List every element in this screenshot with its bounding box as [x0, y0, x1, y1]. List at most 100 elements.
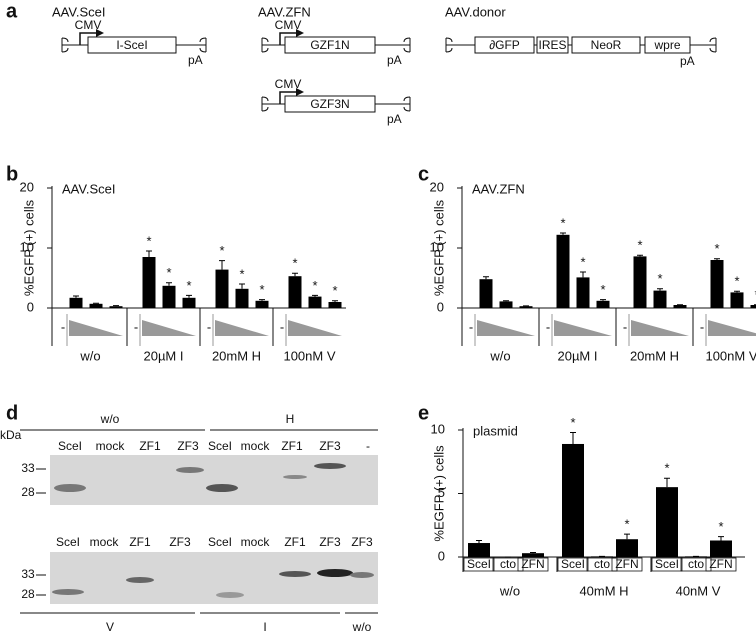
y-tick-label: 10 — [20, 239, 34, 254]
category-box — [611, 557, 643, 572]
error-bar — [113, 305, 119, 307]
category-box — [680, 557, 712, 572]
error-bar — [570, 432, 576, 444]
bar — [109, 306, 123, 308]
dose-triangle — [477, 320, 535, 336]
promoter-label: CMV — [275, 77, 302, 91]
bar — [328, 302, 342, 308]
lane-label: ZF3 — [319, 535, 341, 549]
group-label: w/o — [100, 412, 120, 426]
gene-label: wpre — [653, 38, 680, 52]
panel-label: d — [6, 402, 18, 424]
category-box — [517, 557, 549, 572]
y-tick-label: 5 — [438, 485, 445, 500]
blot-band — [54, 484, 86, 492]
dose-triangle — [554, 320, 612, 336]
bar — [556, 234, 570, 308]
bar — [255, 300, 269, 308]
promoter-arrow — [79, 32, 98, 45]
y-tick-label: 10 — [430, 239, 444, 254]
error-bar — [560, 232, 566, 235]
bar — [522, 553, 544, 557]
arrow-head — [296, 29, 304, 37]
gene-box — [536, 36, 569, 54]
bar — [750, 305, 756, 308]
significance-star: * — [259, 282, 264, 297]
category-label: ZFN — [521, 557, 544, 571]
itr — [403, 96, 411, 112]
dose-triangle — [708, 320, 756, 336]
blot-band — [283, 475, 307, 479]
error-bar — [734, 290, 740, 293]
panel-label: e — [418, 402, 429, 424]
itr — [261, 96, 269, 112]
bar — [562, 443, 584, 557]
gene-label: NeoR — [591, 38, 622, 52]
lane-label: ZF3 — [177, 439, 199, 453]
error-bar — [718, 536, 724, 541]
lane-label: ZF3 — [319, 439, 341, 453]
significance-star: * — [714, 241, 719, 256]
control-label: - — [700, 319, 704, 334]
error-bar — [219, 260, 225, 270]
y-axis-label: %EGFP (+) cells — [431, 199, 446, 296]
polya-label: pA — [188, 53, 203, 67]
bar — [308, 296, 322, 308]
unit-label: kDa — [0, 428, 22, 442]
blot-band — [279, 571, 311, 577]
lane-label: SceI — [208, 439, 232, 453]
significance-star: * — [657, 271, 662, 286]
error-bar — [73, 295, 79, 298]
blot-band — [206, 484, 238, 492]
promoter-label: CMV — [275, 18, 302, 32]
lane-label: SceI — [208, 535, 232, 549]
lane-label: ZF3 — [351, 535, 373, 549]
category-label: SceI — [467, 557, 491, 571]
bar — [479, 279, 493, 308]
error-bar — [530, 552, 536, 554]
group-label: 100nM V — [705, 348, 756, 363]
lane-label: SceI — [56, 535, 80, 549]
chart-title: plasmid — [473, 423, 518, 438]
marker-label: 33 — [21, 567, 35, 581]
gene-label: GZF3N — [310, 97, 349, 111]
construct-name: AAV.ZFN — [258, 4, 311, 19]
significance-star: * — [600, 282, 605, 297]
error-bar — [186, 294, 192, 298]
y-tick-label: 20 — [20, 179, 34, 194]
lane-label: ZF1 — [129, 535, 151, 549]
lane-label: mock — [90, 535, 120, 549]
group-label: w/o — [79, 348, 100, 363]
error-bar — [503, 300, 509, 302]
category-box — [705, 557, 737, 572]
error-bar — [239, 283, 245, 289]
bar — [633, 256, 647, 308]
significance-star: * — [580, 254, 585, 269]
marker-label: 28 — [21, 587, 35, 601]
control-label: - — [134, 319, 138, 334]
error-bar — [600, 299, 606, 301]
category-box — [557, 557, 589, 572]
significance-star: * — [637, 238, 642, 253]
significance-star: * — [718, 519, 723, 534]
bar — [89, 303, 103, 308]
group-label: w/o — [489, 348, 510, 363]
blot-band — [317, 569, 353, 577]
bar — [730, 292, 744, 308]
polya-label: pA — [387, 53, 402, 67]
dose-triangle — [69, 320, 123, 336]
y-tick-label: 10 — [431, 421, 445, 436]
chart-title: AAV.SceI — [62, 181, 115, 196]
gene-box — [87, 36, 177, 54]
lane-label: SceI — [58, 439, 82, 453]
group-label: 20µM I — [557, 348, 597, 363]
blot-band — [314, 463, 346, 469]
gene-box — [284, 95, 376, 113]
error-bar — [93, 302, 99, 304]
bar — [596, 300, 610, 308]
category-box — [492, 557, 524, 572]
error-bar — [624, 533, 630, 540]
y-tick-label: 0 — [437, 299, 444, 314]
group-label: w/o — [499, 583, 520, 598]
error-bar — [580, 271, 586, 278]
